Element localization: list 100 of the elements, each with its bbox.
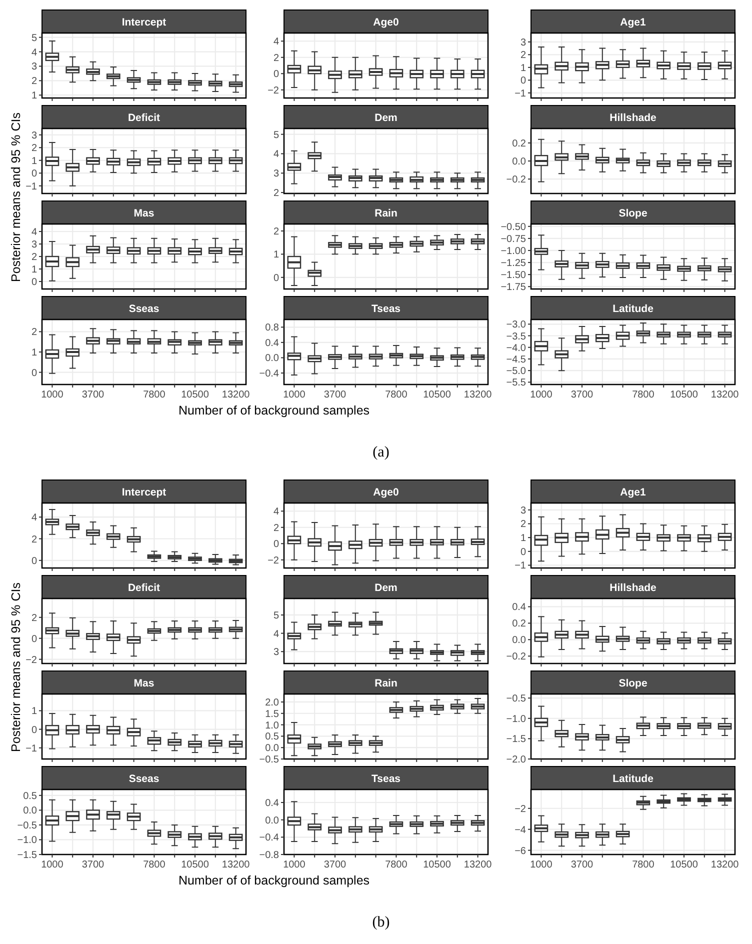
chart-title: Deficit [128,582,161,594]
y-tick-label: −1.00 [500,246,526,257]
y-tick-label: 0 [273,272,280,284]
y-tick-label: 0.2 [512,618,526,630]
y-tick-label: −5.0 [506,366,526,378]
x-tick-label: 3700 [570,390,594,400]
y-tick-label: −4.0 [506,342,526,354]
y-tick-label: 0 [31,556,38,567]
y-tick-label: −2.0 [506,754,526,766]
y-tick-label: 1 [520,62,526,74]
y-tick-label: 3 [520,37,526,48]
y-tick-label: 0.0 [512,156,526,168]
x-tick-label: 1000 [41,390,64,400]
y-tick-label: −1 [26,181,38,192]
y-tick-label: 0 [31,168,38,180]
y-tick-label: 0 [520,76,526,87]
chart-title: Sseas [128,773,160,785]
y-tick-label: −2 [268,85,280,96]
y-tick-label: 2 [273,522,280,534]
y-tick-label: −0.4 [259,368,280,380]
x-tick-label: 7800 [143,860,166,870]
x-tick-label: 7800 [385,390,408,400]
y-tick-label: −1.0 [17,835,38,846]
x-tick-label: 3700 [324,390,347,400]
chart-title: Tseas [372,303,401,315]
y-tick-label: 1.0 [265,720,280,732]
chart-title: Slope [618,678,648,690]
y-tick-label: 0.5 [265,732,280,743]
y-tick-label: 0.0 [265,353,280,364]
y-tick-label: 1 [273,250,280,261]
y-tick-label: 1 [31,264,38,276]
x-tick-label: 1000 [530,390,553,400]
chart-title: Slope [618,208,648,220]
chart-title: Dem [374,112,398,124]
y-tick-label: −2 [26,654,38,666]
y-tick-label: 0 [520,546,526,558]
y-tick-label: 4 [31,47,38,58]
chart-title: Age0 [373,16,399,28]
y-tick-label: 3 [31,240,38,250]
x-tick-label: 10500 [181,390,210,400]
y-tick-label: 2 [31,612,38,624]
x-tick-label: 3700 [82,860,105,870]
y-tick-label: −0.5 [506,694,526,705]
y-tick-label: −0.4 [259,832,280,844]
y-tick-label: 0 [31,634,38,645]
y-tick-label: 3 [31,130,38,142]
y-tick-label: 2 [273,188,280,200]
x-tick-label: 13200 [710,860,740,870]
x-tick-label: 1000 [283,390,306,400]
y-tick-label: 1 [31,156,38,167]
y-tick-label: −3.0 [506,320,526,331]
y-tick-label: 0 [273,69,280,80]
y-tick-label: 2 [31,76,38,88]
chart-title: Age1 [620,486,646,498]
y-tick-label: 3 [31,62,38,73]
y-tick-label: 3 [273,647,280,658]
y-tick-label: 4 [273,628,280,640]
y-tick-label: 4 [273,36,280,48]
y-tick-label: 1 [31,348,38,358]
chart-title: Latitude [612,303,654,315]
x-axis-title: Number of of background samples [178,874,370,888]
y-tick-label: 2 [520,50,526,62]
y-tick-label: 1 [31,90,38,102]
y-tick-label: 0.5 [23,790,38,802]
x-tick-label: 13200 [464,390,492,400]
y-tick-label: −0.50 [500,222,526,233]
chart-title: Intercept [122,16,167,28]
y-tick-label: 0.0 [265,743,280,754]
y-tick-label: −2 [268,555,280,566]
x-tick-label: 10500 [181,860,210,870]
x-tick-label: 3700 [82,390,105,400]
y-tick-label: 1.5 [265,708,280,720]
x-tick-label: 13200 [222,860,250,870]
y-tick-label: −1 [26,743,38,754]
y-tick-label: 0.0 [23,806,38,817]
chart-title: Sseas [128,303,160,315]
x-tick-label: 7800 [632,860,655,870]
y-tick-label: 0.8 [265,322,280,334]
y-tick-label: 5 [31,32,38,44]
chart-title: Deficit [128,112,161,124]
y-tick-label: 4 [273,149,280,160]
y-tick-label: 2.0 [265,697,280,708]
y-tick-label: 2 [31,252,38,263]
x-tick-label: 7800 [385,860,408,870]
y-tick-label: −1.5 [506,734,526,746]
x-tick-label: 10500 [670,390,698,400]
chart-title: Dem [374,582,398,594]
y-tick-label: 0.4 [265,798,280,809]
y-axis-title: Posterior means and 95 % CIs [9,112,23,282]
text: (b) [372,914,390,930]
y-tick-label: −2 [514,804,526,815]
chart-title: Age0 [373,486,399,498]
x-tick-label: 1000 [530,860,553,870]
y-tick-label: −4 [514,824,526,836]
chart-title: Rain [374,208,398,220]
x-axis-title: Number of of background samples [178,404,370,418]
y-tick-label: −0.5 [17,820,38,832]
y-axis-title: Posterior means and 95 % CIs [9,582,23,752]
text: (a) [372,444,390,460]
x-tick-label: 3700 [570,860,594,870]
